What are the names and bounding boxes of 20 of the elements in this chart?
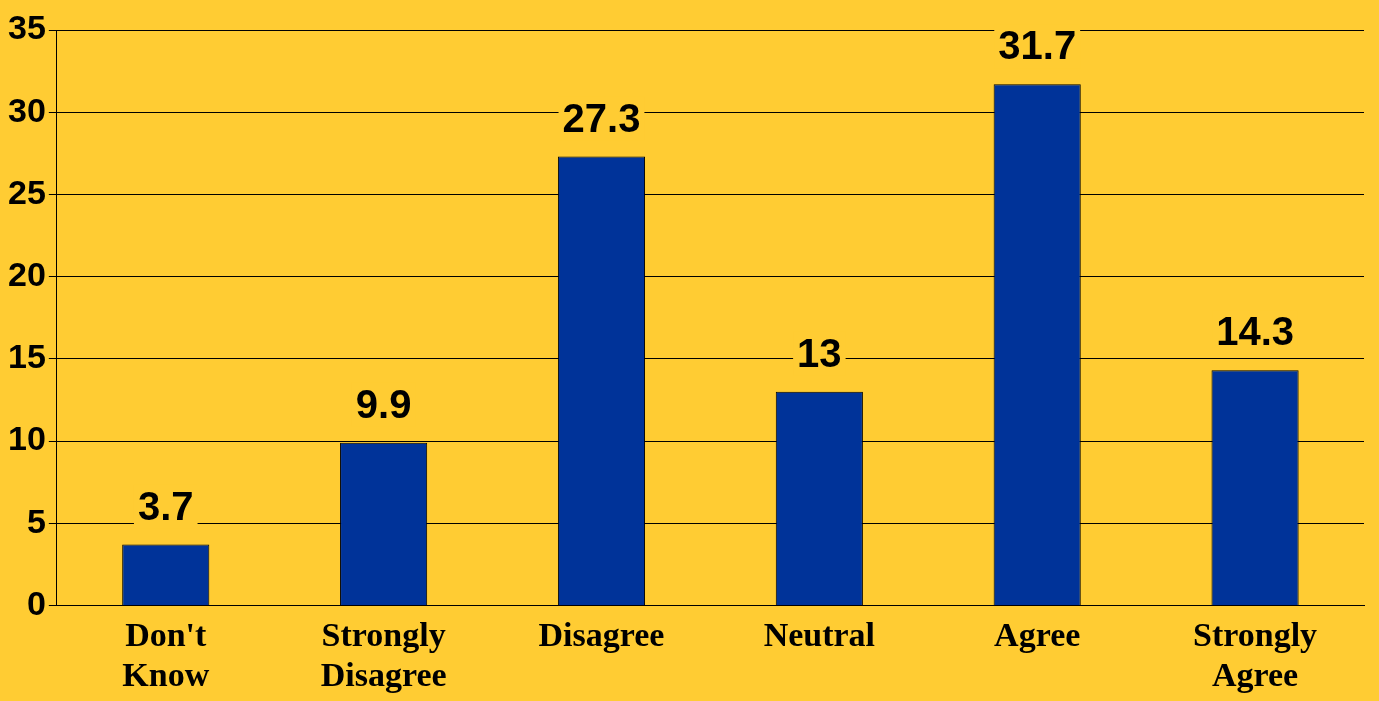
- data-label: 14.3: [1216, 309, 1294, 354]
- x-tick-label: Agree: [994, 615, 1081, 653]
- y-tick-label: 5: [26, 501, 46, 540]
- data-label: 13: [797, 330, 842, 375]
- y-tick-label: 35: [7, 8, 46, 47]
- x-tick-label: Strongly Agree: [1193, 615, 1318, 694]
- x-tick-label: Don't Know: [122, 615, 210, 694]
- y-tick-label: 10: [7, 419, 46, 458]
- y-tick-label: 30: [7, 90, 46, 129]
- y-tick-label: 15: [7, 337, 46, 376]
- data-label: 27.3: [562, 95, 641, 140]
- x-tick-label: Neutral: [763, 615, 876, 653]
- data-label: 31.7: [998, 23, 1077, 68]
- x-tick-label: Strongly Disagree: [320, 615, 447, 694]
- y-tick-label: 0: [26, 583, 46, 622]
- y-tick-label: 20: [7, 254, 46, 293]
- y-tick-label: 25: [7, 172, 46, 211]
- x-tick-label: Disagree: [538, 615, 665, 653]
- data-label: 9.9: [355, 381, 412, 426]
- data-label: 3.7: [137, 483, 194, 528]
